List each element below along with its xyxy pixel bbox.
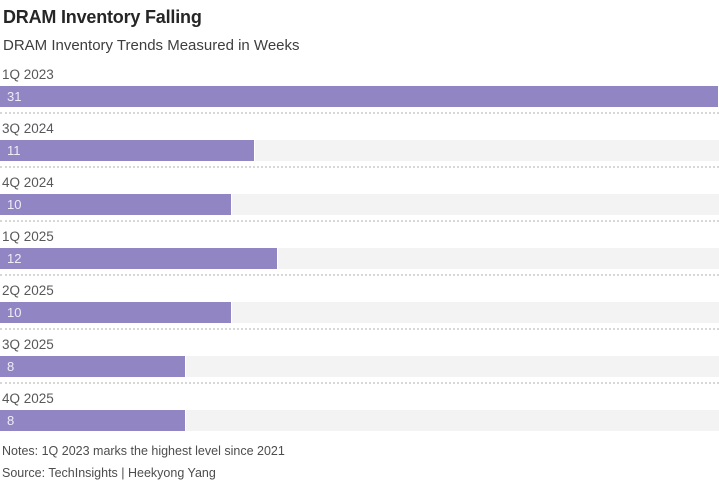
bar: 10 (0, 302, 232, 323)
dotted-separator (0, 328, 719, 330)
bar-value-label: 12 (7, 251, 22, 266)
bar: 8 (0, 356, 186, 377)
chart-row: 4Q 2024 10 (0, 175, 719, 215)
chart-row: 3Q 2025 8 (0, 337, 719, 377)
chart-subtitle: DRAM Inventory Trends Measured in Weeks (3, 37, 300, 54)
bar-track: 12 (0, 248, 719, 269)
dotted-separator (0, 112, 719, 114)
bar-track: 8 (0, 356, 719, 377)
bar-value-label: 8 (7, 359, 15, 374)
dotted-separator (0, 220, 719, 222)
chart-row: 1Q 2023 31 (0, 67, 719, 107)
category-label: 3Q 2024 (2, 121, 54, 136)
bar-track: 10 (0, 302, 719, 323)
bar-track: 11 (0, 140, 719, 161)
chart-row: 1Q 2025 12 (0, 229, 719, 269)
bar: 31 (0, 86, 719, 107)
category-label: 3Q 2025 (2, 337, 54, 352)
chart-row: 4Q 2025 8 (0, 391, 719, 431)
dotted-separator (0, 274, 719, 276)
bar-value-label: 10 (7, 197, 22, 212)
bar-track: 31 (0, 86, 719, 107)
bar-value-label: 11 (7, 143, 21, 158)
chart-source: Source: TechInsights | Heekyong Yang (2, 466, 216, 480)
dotted-separator (0, 166, 719, 168)
category-label: 1Q 2025 (2, 229, 54, 244)
bar: 10 (0, 194, 232, 215)
category-label: 4Q 2024 (2, 175, 54, 190)
bar-value-label: 10 (7, 305, 22, 320)
bar: 12 (0, 248, 279, 269)
bar-value-label: 8 (7, 413, 15, 428)
bar-chart: 1Q 2023 31 3Q 2024 11 4Q 2024 10 1Q 2025 12 2Q 2… (0, 67, 719, 431)
category-label: 1Q 2023 (2, 67, 54, 82)
dotted-separator (0, 382, 719, 384)
bar: 8 (0, 410, 186, 431)
bar: 11 (0, 140, 256, 161)
category-label: 4Q 2025 (2, 391, 54, 406)
chart-row: 2Q 2025 10 (0, 283, 719, 323)
chart-notes: Notes: 1Q 2023 marks the highest level s… (2, 444, 285, 458)
bar-track: 10 (0, 194, 719, 215)
category-label: 2Q 2025 (2, 283, 54, 298)
chart-title: DRAM Inventory Falling (3, 7, 202, 27)
chart-row: 3Q 2024 11 (0, 121, 719, 161)
bar-track: 8 (0, 410, 719, 431)
bar-value-label: 31 (7, 89, 22, 104)
